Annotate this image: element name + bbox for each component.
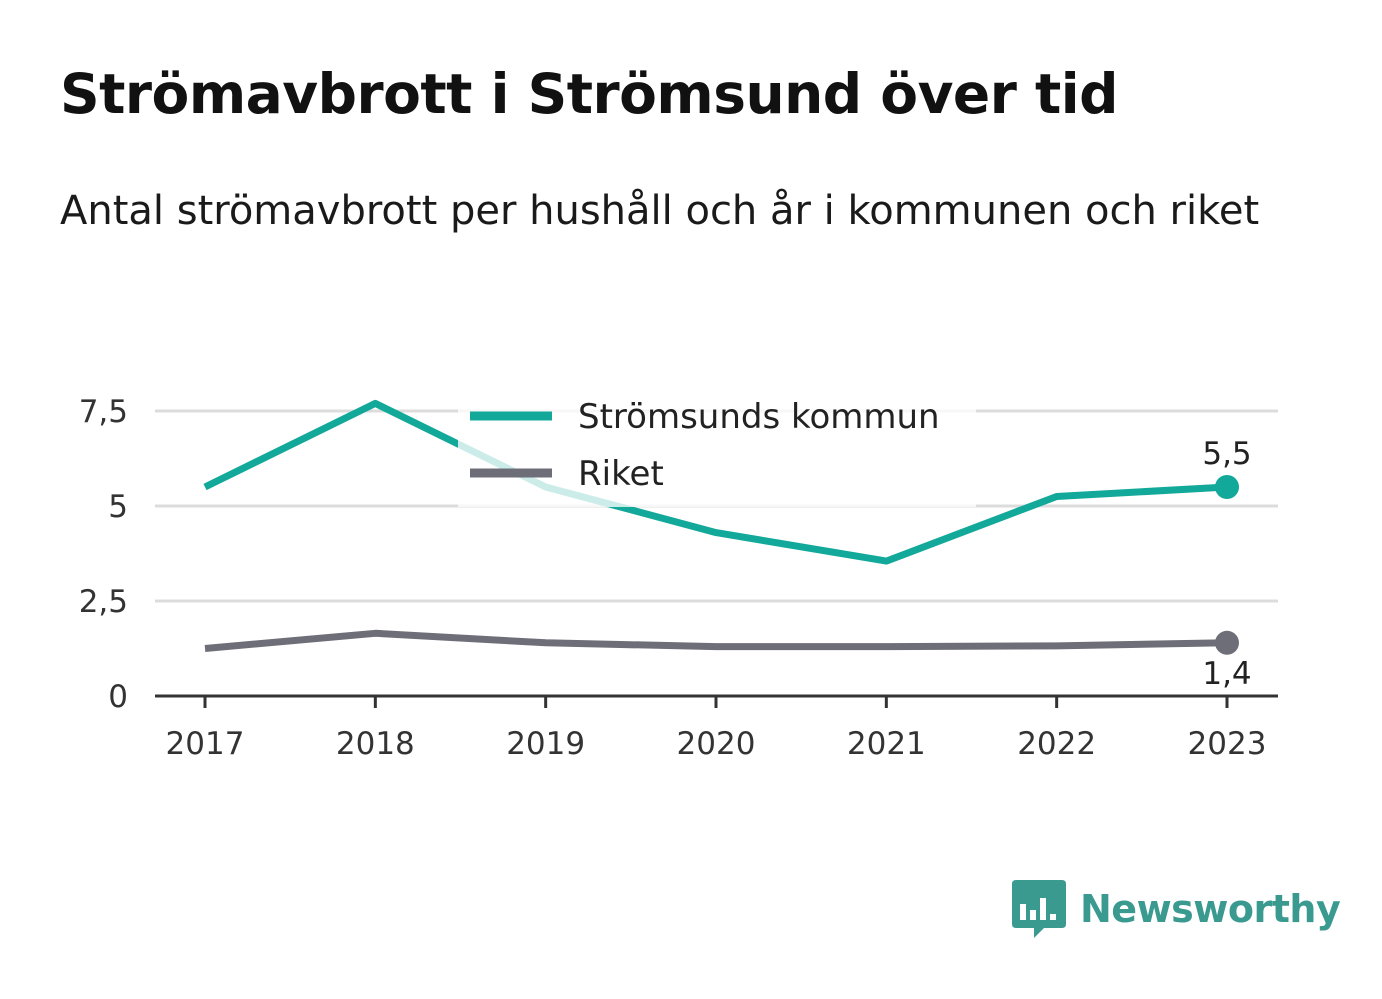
x-tick-label: 2020 (677, 726, 756, 762)
end-points: 5,5 1,4 (1202, 436, 1251, 692)
x-tick-label: 2019 (506, 726, 585, 762)
y-tick-label: 0 (108, 679, 128, 715)
y-tick-label: 2,5 (79, 584, 128, 620)
end-point (1215, 475, 1239, 499)
legend-label: Strömsunds kommun (578, 397, 940, 437)
end-point (1215, 630, 1239, 655)
x-axis: 2017 2018 2019 2020 2021 2022 2023 (155, 694, 1278, 762)
end-value-label: 1,4 (1202, 656, 1251, 692)
series-line (204, 629, 1228, 652)
x-tick-label: 2018 (336, 726, 415, 762)
brand-name: Newsworthy (1080, 887, 1341, 931)
legend-label: Riket (578, 454, 664, 494)
series-line (203, 399, 1228, 565)
chart-subtitle: Antal strömavbrott per hushåll och år i … (60, 188, 1260, 234)
y-tick-label: 7,5 (79, 394, 128, 430)
chart-title: Strömavbrott i Strömsund över tid (60, 62, 1119, 126)
y-tick-label: 5 (108, 489, 128, 525)
legend-background (458, 385, 976, 507)
y-axis: 0 2,5 5 7,5 (79, 394, 128, 715)
brand: Newsworthy (1010, 878, 1341, 940)
x-tick-label: 2017 (166, 726, 245, 762)
series-lines (203, 399, 1228, 652)
newsworthy-logo-icon (1012, 880, 1066, 938)
end-value-label: 5,5 (1202, 436, 1251, 472)
x-tick-label: 2021 (847, 726, 926, 762)
x-tick-label: 2023 (1188, 726, 1267, 762)
legend: Strömsunds kommun Riket (458, 385, 976, 507)
x-tick-label: 2022 (1017, 726, 1096, 762)
